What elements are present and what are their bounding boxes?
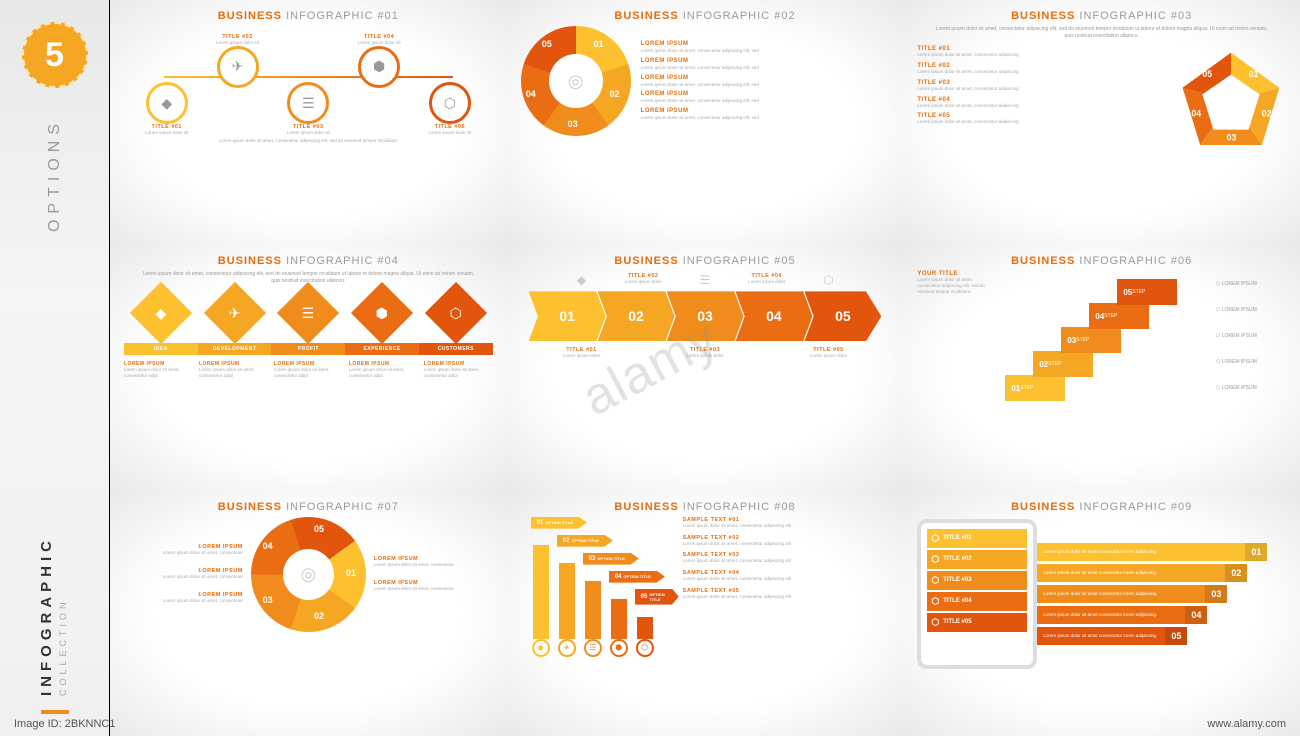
card-title: BUSINESS INFOGRAPHIC #06 [917, 255, 1286, 267]
card-03: BUSINESS INFOGRAPHIC #03 Lorem ipsum dol… [903, 0, 1300, 245]
accent-bar [41, 710, 69, 714]
tablet: ⬡ TITLE #01⬡ TITLE #02⬡ TITLE #03⬡ TITLE… [917, 519, 1037, 669]
svg-text:05: 05 [1202, 69, 1212, 79]
site-url: www.alamy.com [1207, 718, 1286, 730]
left-list: LOREM IPSUMLorem ipsum dolor sit amet, c… [124, 544, 243, 604]
svg-text:03: 03 [1227, 133, 1237, 143]
infographic-label: INFOGRAPHIC [38, 536, 55, 696]
pie-chart: ◎ 0102030405 [251, 517, 366, 632]
image-id: Image ID: 2BKNNC1 [14, 718, 115, 730]
card-title: BUSINESS INFOGRAPHIC #02 [521, 10, 890, 22]
card-04: BUSINESS INFOGRAPHIC #04 Lorem ipsum dol… [110, 245, 507, 490]
card-09: BUSINESS INFOGRAPHIC #09 ⬡ TITLE #01⬡ TI… [903, 491, 1300, 736]
card-desc: Lorem ipsum dolor sit amet, consectetur … [936, 26, 1268, 40]
desc-row: LOREM IPSUMLorem ipsum dolor sit amet, c… [124, 361, 493, 379]
card-title: BUSINESS INFOGRAPHIC #05 [521, 255, 890, 267]
diamond-row: ◆✈☰⬢⬡ [124, 291, 493, 335]
pentagon-chart: 01 02 03 04 05 [1176, 46, 1286, 156]
card-title: BUSINESS INFOGRAPHIC #04 [124, 255, 493, 267]
watermark-footer: Image ID: 2BKNNC1 www.alamy.com [0, 718, 1300, 730]
card-desc: Lorem ipsum dolor sit amet, consectetur … [124, 138, 493, 144]
legend-list: LOREM IPSUMLorem ipsum dolor sit amet, c… [641, 41, 890, 121]
bottom-labels: TITLE #01Lorem ipsum dolorTITLE #03Lorem… [551, 347, 860, 359]
options-label: OPTIONS [46, 118, 64, 232]
card-02: BUSINESS INFOGRAPHIC #02 ◎ 0102030405 LO… [507, 0, 904, 245]
card-07: BUSINESS INFOGRAPHIC #07 LOREM IPSUMLore… [110, 491, 507, 736]
svg-text:01: 01 [1249, 69, 1259, 79]
card-title: BUSINESS INFOGRAPHIC #01 [124, 10, 493, 22]
stairs: 01STEP02STEP03STEP04STEP05STEP [1005, 271, 1208, 401]
bar-list: Lorem ipsum dolor sit amet consectetur l… [1037, 543, 1286, 645]
card-title: BUSINESS INFOGRAPHIC #09 [917, 501, 1286, 513]
top-labels: ◆TITLE #02Lorem ipsum dolor☰TITLE #04Lor… [551, 273, 860, 287]
svg-text:02: 02 [1262, 108, 1272, 118]
card-title: BUSINESS INFOGRAPHIC #03 [917, 10, 1286, 22]
svg-text:04: 04 [1191, 108, 1201, 118]
card-08: BUSINESS INFOGRAPHIC #08 01 OPTION TITLE… [507, 491, 904, 736]
label-bar: IDEADEVELOPMENTPROFITEXPERIENCECUSTOMERS [124, 343, 493, 355]
text-list: SAMPLE TEXT #01Lorem ipsum dolor sit ame… [683, 517, 890, 657]
pie-chart: ◎ 0102030405 [521, 26, 631, 136]
arrow-chart: 01 OPTION TITLE◆02 OPTION TITLE✈03 OPTIO… [521, 517, 671, 657]
cards-grid: BUSINESS INFOGRAPHIC #01 ◆TITLE #01Lorem… [110, 0, 1300, 736]
count-badge: 5 [22, 22, 88, 88]
card-06: BUSINESS INFOGRAPHIC #06 YOUR TITLE Lore… [903, 245, 1300, 490]
card-01: BUSINESS INFOGRAPHIC #01 ◆TITLE #01Lorem… [110, 0, 507, 245]
right-list: LOREM IPSUMLorem ipsum dolor sit amet, c… [374, 556, 493, 592]
card-05: BUSINESS INFOGRAPHIC #05 ◆TITLE #02Lorem… [507, 245, 904, 490]
sidebar: 5 OPTIONS INFOGRAPHIC COLLECTION [0, 0, 110, 736]
card-title: BUSINESS INFOGRAPHIC #08 [521, 501, 890, 513]
left-text: YOUR TITLE Lorem ipsum dolor sit amet, c… [917, 271, 997, 401]
collection-label: COLLECTION [58, 536, 68, 696]
legend-list: TITLE #01Lorem ipsum dolor sit amet, con… [917, 46, 1164, 156]
arrow-bar: 0102030405 [529, 291, 882, 341]
card-title: BUSINESS INFOGRAPHIC #07 [124, 501, 493, 513]
right-list: ⬡ LOREM IPSUM⬡ LOREM IPSUM⬡ LOREM IPSUM⬡… [1216, 271, 1286, 401]
